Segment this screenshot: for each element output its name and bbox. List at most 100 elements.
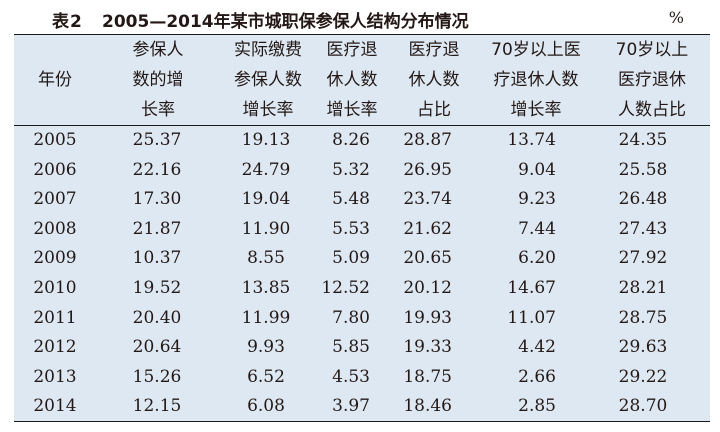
header-line: 长率 (141, 100, 175, 120)
cell-retired-share: 19.33 (403, 337, 452, 358)
cell-paying-growth: 19.13 (241, 130, 291, 150)
header-line: 70岁以上医 (491, 40, 581, 60)
cell-insured-growth: 25.37 (132, 130, 182, 150)
cell-insured-growth: 19.52 (132, 277, 182, 298)
cell-paying-growth: 19.04 (241, 189, 291, 210)
cell-paying-growth: 11.90 (241, 218, 291, 239)
cell-retired-growth: 3.97 (332, 396, 370, 417)
table-unit: % (668, 8, 684, 27)
cell-retired-growth: 5.53 (332, 218, 370, 239)
cell-70plus-share: 29.22 (618, 366, 668, 387)
cell-retired-share: 18.75 (403, 366, 452, 387)
cell-70plus-share: 28.70 (618, 396, 668, 417)
cell-70plus-growth: 7.44 (518, 218, 556, 239)
header-line: 增长率 (510, 100, 562, 120)
cell-retired-growth: 12.52 (321, 277, 370, 298)
cell-70plus-share: 29.63 (618, 337, 668, 358)
cell-insured-growth: 15.26 (132, 366, 182, 387)
cell-retired-share: 20.65 (403, 248, 452, 269)
cell-insured-growth: 12.15 (132, 396, 182, 417)
header-line: 实际缴费 (234, 40, 302, 60)
header-retired-share: 医疗退 休人数 占比 (394, 35, 474, 125)
cell-year: 2007 (33, 189, 77, 210)
header-line: 年份 (38, 70, 72, 90)
table-row: 2006 22.16 24.79 5.32 26.95 9.04 25.58 (14, 156, 710, 186)
cell-paying-growth: 11.99 (241, 307, 291, 328)
data-table: 年份 参保人 数的增 长率 实际缴费 参保人数 增长率 医疗退 休人数 增长率 医疗退 休人数 占比 70… (14, 34, 710, 422)
cell-70plus-share: 27.92 (618, 248, 668, 269)
header-line: 增长率 (326, 100, 378, 120)
cell-year: 2010 (33, 277, 77, 298)
header-line: 参保人 (132, 40, 184, 60)
cell-insured-growth: 21.87 (132, 218, 182, 239)
cell-paying-growth: 9.93 (247, 337, 285, 358)
table-body: 2005 25.37 19.13 8.26 28.87 13.74 24.35 2006 22.… (14, 126, 710, 422)
cell-70plus-share: 25.58 (618, 159, 668, 180)
cell-70plus-growth: 4.42 (518, 337, 556, 358)
table-row: 2011 20.40 11.99 7.80 19.93 11.07 28.75 (14, 304, 710, 334)
cell-retired-share: 26.95 (403, 159, 452, 180)
cell-70plus-share: 24.35 (618, 130, 668, 150)
cell-70plus-growth: 6.20 (518, 248, 556, 269)
header-line: 占比 (417, 100, 451, 120)
header-70plus-growth: 70岁以上医 疗退休人数增长率 (476, 35, 596, 125)
table-caption: 表2 2005—2014年某市城职保参保人结构分布情况 % (0, 0, 720, 34)
cell-70plus-growth: 2.85 (518, 396, 556, 417)
table-row: 2008 21.87 11.90 5.53 21.62 7.44 27.43 (14, 215, 710, 245)
table-row: 2013 15.26 6.52 4.53 18.75 2.66 29.22 (14, 363, 710, 393)
cell-70plus-growth: 9.04 (518, 159, 556, 180)
cell-paying-growth: 24.79 (241, 159, 291, 180)
cell-70plus-share: 28.75 (618, 307, 668, 328)
header-line: 医疗退休 (618, 70, 686, 90)
cell-paying-growth: 13.85 (241, 277, 291, 298)
cell-retired-share: 21.62 (403, 218, 452, 239)
header-line: 参保人数 (234, 70, 302, 90)
cell-retired-growth: 5.32 (332, 159, 370, 180)
cell-70plus-growth: 2.66 (518, 366, 556, 387)
table-row: 2010 19.52 13.85 12.52 20.12 14.67 28.21 (14, 274, 710, 304)
cell-retired-share: 18.46 (403, 396, 452, 417)
header-line: 增长率 (242, 100, 294, 120)
header-line: 医疗退 (408, 40, 460, 60)
header-line: 休人数 (408, 70, 460, 90)
cell-70plus-growth: 14.67 (507, 277, 556, 298)
cell-70plus-growth: 13.74 (507, 130, 556, 150)
cell-insured-growth: 10.37 (132, 248, 182, 269)
cell-insured-growth: 20.64 (132, 337, 182, 358)
cell-retired-share: 19.93 (403, 307, 452, 328)
header-line: 数的增 (132, 70, 184, 90)
table-row: 2009 10.37 8.55 5.09 20.65 6.20 27.92 (14, 244, 710, 274)
cell-year: 2014 (33, 396, 77, 417)
cell-year: 2013 (33, 366, 77, 387)
cell-year: 2005 (33, 130, 77, 150)
cell-70plus-growth: 11.07 (507, 307, 556, 328)
cell-70plus-share: 26.48 (618, 189, 668, 210)
cell-year: 2009 (33, 248, 77, 269)
table-row: 2007 17.30 19.04 5.48 23.74 9.23 26.48 (14, 185, 710, 215)
cell-year: 2012 (33, 337, 77, 358)
table-title: 2005—2014年某市城职保参保人结构分布情况 (102, 12, 469, 32)
cell-paying-growth: 6.08 (247, 396, 285, 417)
cell-retired-growth: 7.80 (332, 307, 370, 328)
header-line: 医疗退 (326, 40, 378, 60)
cell-70plus-share: 27.43 (618, 218, 668, 239)
cell-retired-growth: 8.26 (332, 130, 370, 150)
cell-insured-growth: 22.16 (132, 159, 182, 180)
cell-retired-share: 23.74 (403, 189, 452, 210)
cell-year: 2006 (33, 159, 77, 180)
header-insured-growth: 参保人 数的增 长率 (110, 35, 206, 125)
header-line: 休人数 (326, 70, 378, 90)
cell-retired-growth: 4.53 (332, 366, 370, 387)
cell-insured-growth: 17.30 (132, 189, 182, 210)
cell-retired-growth: 5.09 (332, 248, 370, 269)
cell-insured-growth: 20.40 (132, 307, 182, 328)
table-row: 2012 20.64 9.93 5.85 19.33 4.42 29.63 (14, 333, 710, 363)
cell-70plus-share: 28.21 (618, 277, 668, 298)
header-70plus-share: 70岁以上 医疗退休 人数占比 (600, 35, 704, 125)
cell-retired-growth: 5.85 (332, 337, 370, 358)
cell-retired-share: 20.12 (403, 277, 452, 298)
header-year: 年份 (16, 35, 94, 125)
table-row: 2005 25.37 19.13 8.26 28.87 13.74 24.35 (14, 126, 710, 156)
header-line: 人数占比 (618, 100, 686, 120)
header-line: 疗退休人数 (493, 70, 579, 90)
